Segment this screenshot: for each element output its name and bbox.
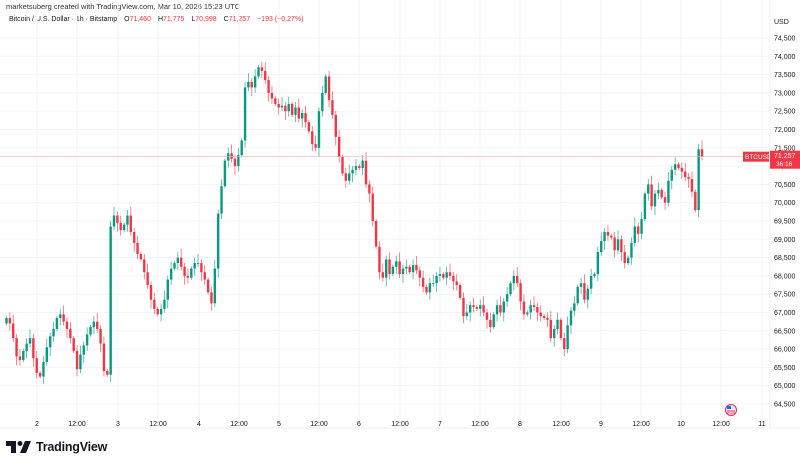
price-tick: 72,500 [774,109,796,116]
chart-credit: marketsuberg created with TradingView.co… [6,2,241,11]
price-tick: 64,500 [774,402,796,409]
currency-label: USD [774,19,789,26]
time-tick: 12:00 [391,421,409,428]
time-tick: 12:00 [149,421,167,428]
time-tick: 4 [197,421,201,428]
open-value: 71,460 [129,16,151,23]
candles [5,61,704,384]
time-tick: 12:00 [632,421,650,428]
price-tick: 74,000 [774,54,796,61]
time-tick: 12:00 [471,421,489,428]
time-tick: 11 [758,421,765,428]
svg-text:71,257: 71,257 [774,153,796,160]
time-tick: 12:00 [230,421,248,428]
tradingview-logo-icon [6,441,31,453]
price-tick: 72,000 [774,127,796,134]
price-tick: 70,000 [774,200,796,207]
time-tick: 9 [599,421,603,428]
time-tick: 2 [35,421,39,428]
price-tick: 67,500 [774,292,796,299]
price-tick: 69,000 [774,237,796,244]
price-tick: 74,500 [774,36,796,43]
price-tick: 66,000 [774,347,796,354]
high-label: H [157,16,163,23]
brand-name: TradingView [36,440,108,454]
chart-grid [0,0,770,428]
tradingview-logo[interactable]: TradingView [6,440,107,454]
time-tick: 3 [116,421,120,428]
price-tick: 66,500 [774,328,796,335]
price-tick: 68,000 [774,273,796,280]
low-label: L [191,16,196,23]
price-tick: 67,000 [774,310,796,317]
time-tick: 6 [357,421,361,428]
price-tick: 73,000 [774,90,796,97]
open-label: O [124,16,130,23]
svg-text:BTCUSD: BTCUSD [745,154,772,161]
time-tick: 12:00 [712,421,730,428]
time-tick: 12:00 [552,421,570,428]
time-tick: 12:00 [310,421,328,428]
high-value: 71,775 [163,16,185,23]
symbol-title: Bitcoin / U.S. Dollar · 1h · Bitstamp [9,16,118,23]
price-tick: 71,500 [774,145,796,152]
change-value: −193 (−0.27%) [257,16,304,23]
time-tick: 12:00 [68,421,86,428]
price-axis[interactable]: 74,500 74,000 73,500 73,000 72,500 72,000 71,5… [774,36,796,409]
price-tick: 69,500 [774,219,796,226]
close-label: C [223,16,229,23]
time-tick: 8 [518,421,522,428]
time-tick: 7 [438,421,442,428]
time-tick: 5 [277,421,281,428]
price-tick: 65,500 [774,365,796,372]
svg-text:36:16: 36:16 [776,161,793,168]
time-axis[interactable]: 2 12:00 3 12:00 4 12:00 5 12:00 6 12:00 7 12:00 8 12:… [35,421,766,428]
price-tick: 70,500 [774,182,796,189]
price-tick: 68,500 [774,255,796,262]
low-value: 70,998 [195,16,217,23]
us-flag-event-icon[interactable] [725,404,737,416]
time-tick: 10 [677,421,685,428]
price-tick: 73,500 [774,72,796,79]
price-tick: 65,000 [774,383,796,390]
